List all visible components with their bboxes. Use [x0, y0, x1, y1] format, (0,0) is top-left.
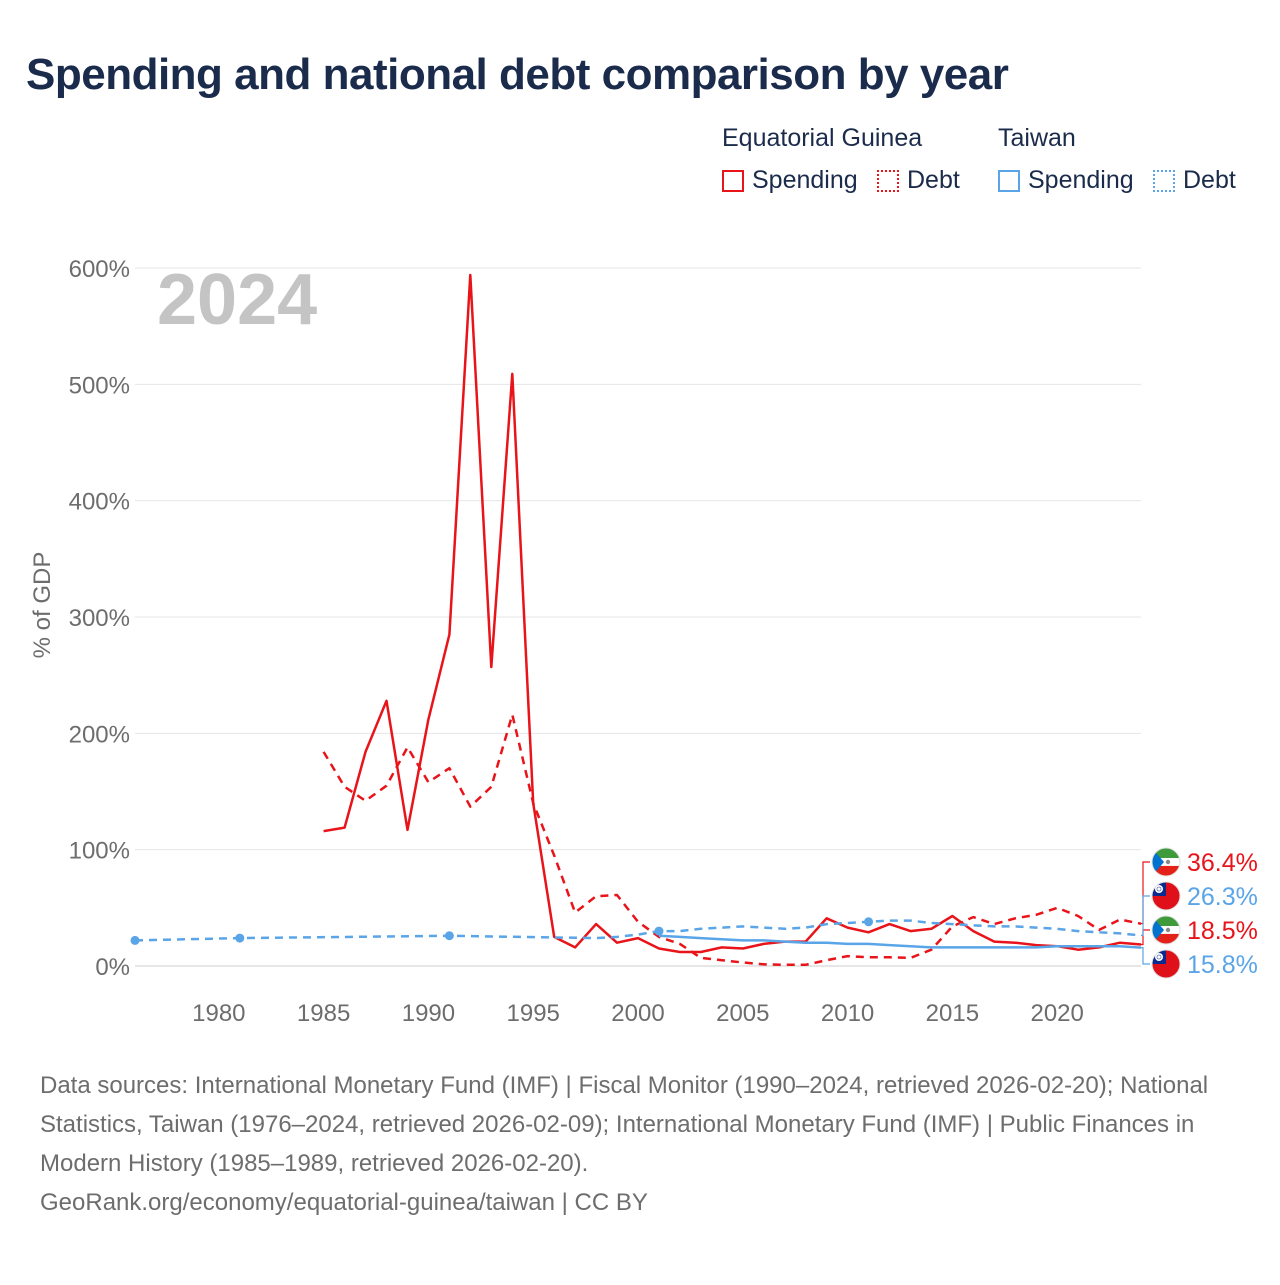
legend-label: Spending: [752, 166, 858, 194]
data-point-marker[interactable]: [235, 933, 245, 943]
data-point-marker[interactable]: [864, 917, 874, 927]
y-tick-label: 300%: [69, 605, 130, 632]
data-sources: Data sources: International Monetary Fun…: [40, 1066, 1250, 1222]
legend-group-equatorial-guinea: Equatorial Guinea: [722, 124, 923, 152]
series-line-1[interactable]: [322, 713, 1142, 967]
data-point-marker[interactable]: [654, 926, 664, 936]
x-tick-label: 1980: [192, 1000, 245, 1027]
legend-label: Debt: [907, 166, 960, 194]
legend-swatch-eg-spending: [722, 169, 744, 192]
sources-text: Data sources: International Monetary Fun…: [40, 1072, 1209, 1177]
legend-label: Spending: [1028, 166, 1134, 194]
x-tick-label: 2005: [716, 1000, 769, 1027]
chart-title: Spending and national debt comparison by…: [26, 50, 1009, 99]
end-value-label: 36.4%: [1187, 849, 1258, 877]
taiwan-flag-icon: [1151, 949, 1181, 979]
legend-group-taiwan: Taiwan: [998, 124, 1076, 152]
legend-swatch-tw-spending: [998, 169, 1020, 192]
x-tick-label: 1985: [297, 1000, 350, 1027]
y-tick-label: 100%: [69, 838, 130, 865]
year-label: 2024: [157, 260, 317, 340]
y-tick-label: 500%: [69, 372, 130, 399]
end-label-connector: [1141, 947, 1150, 965]
y-tick-label: 200%: [69, 721, 130, 748]
legend-item-tw-spending[interactable]: Spending: [998, 166, 1134, 195]
x-tick-label: 1990: [402, 1000, 455, 1027]
legend-label: Debt: [1183, 166, 1236, 194]
equatorial-guinea-flag-icon: [1151, 915, 1181, 945]
series-line-3[interactable]: [134, 919, 1142, 942]
y-tick-label: 600%: [69, 256, 130, 283]
legend-item-tw-debt[interactable]: Debt: [1153, 166, 1236, 195]
equatorial-guinea-flag-icon: [1151, 847, 1181, 877]
x-tick-label: 2020: [1030, 1000, 1083, 1027]
taiwan-flag-icon: [1151, 881, 1181, 911]
end-label-connector: [1141, 861, 1150, 925]
legend-item-eg-spending[interactable]: Spending: [722, 166, 858, 195]
y-tick-label: 400%: [69, 489, 130, 516]
data-point-marker[interactable]: [444, 931, 454, 941]
legend-item-eg-debt[interactable]: Debt: [877, 166, 960, 195]
series-line-0[interactable]: [323, 273, 1142, 954]
end-value-label: 26.3%: [1187, 883, 1258, 911]
y-axis-label: % of GDP: [29, 552, 56, 659]
series-line-2[interactable]: [658, 934, 1142, 949]
x-tick-label: 2015: [926, 1000, 979, 1027]
x-tick-label: 2010: [821, 1000, 874, 1027]
end-label-connector: [1141, 895, 1150, 937]
end-value-label: 18.5%: [1187, 917, 1258, 945]
x-tick-label: 2000: [611, 1000, 664, 1027]
end-value-label: 15.8%: [1187, 951, 1258, 979]
y-tick-label: 0%: [95, 954, 130, 981]
sources-link[interactable]: GeoRank.org/economy/equatorial-guinea/ta…: [40, 1189, 648, 1216]
legend-swatch-tw-debt: [1153, 169, 1175, 192]
data-point-marker[interactable]: [130, 935, 140, 945]
x-tick-label: 1995: [507, 1000, 560, 1027]
end-label-connector: [1141, 929, 1150, 946]
legend-swatch-eg-debt: [877, 169, 899, 192]
